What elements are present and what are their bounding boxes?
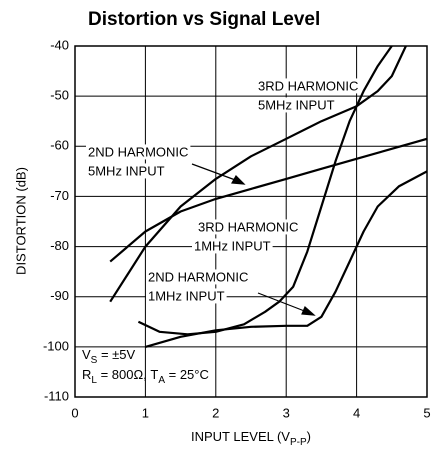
x-tick-label: 5 [423,405,430,420]
y-tick-label: -90 [50,288,69,303]
arrows [191,163,316,316]
condition-part: = ±5V [97,347,135,362]
chart-title: Distortion vs Signal Level [88,9,320,30]
subscript: S [91,355,98,366]
y-tick-label: -60 [50,138,69,153]
label-bg [256,97,337,113]
series-label: 5MHz INPUT [88,163,165,178]
label-bg [192,238,273,254]
condition-part: R [82,367,91,382]
condition: RL = 800Ω, TA = 25°C [82,367,209,385]
arrow [257,292,308,313]
label-bg [146,288,227,304]
subscript: P-P [290,437,307,448]
x-tick-label: 0 [71,405,78,420]
y-tick-label: -110 [44,388,69,403]
series-label: 1MHz INPUT [194,238,271,253]
condition-part: = 25°C [165,367,209,382]
x-tick-label: 3 [283,405,290,420]
arrow [191,163,239,182]
series-line [145,170,427,348]
x-tick-label: 4 [353,405,360,420]
series-label: 2ND HARMONIC [88,144,188,159]
x-tick-label: 1 [142,405,149,420]
label-part: ) [307,429,311,444]
x-axis-label: INPUT LEVEL (VP-P) [191,429,311,447]
series-label: 3RD HARMONIC [258,78,358,93]
label-bg [196,219,301,235]
series-label: 1MHz INPUT [148,288,225,303]
y-tick-label: -70 [50,188,69,203]
y-axis-label: DISTORTION (dB) [13,167,28,275]
condition-part: V [82,347,91,362]
y-tick-label: -80 [50,238,69,253]
y-tick-label: -50 [50,88,69,103]
label-bg [146,269,251,285]
y-tick-label: -100 [43,338,69,353]
label-bg [86,144,191,160]
label-bg [86,163,167,179]
y-tick-label: -40 [50,37,69,52]
series-label: 5MHz INPUT [258,97,335,112]
arrow-head [301,305,316,316]
x-tick-label: 2 [212,405,219,420]
series-line [109,137,427,263]
label-part: INPUT LEVEL (V [191,429,290,444]
subscript: A [158,375,165,386]
condition-part: = 800Ω, T [97,367,158,382]
subscript: L [91,375,97,386]
condition: VS = ±5V [82,347,136,365]
label-bg [256,78,361,94]
series-line [109,46,407,303]
plot-frame [74,45,428,398]
arrow-head [231,175,246,185]
series-label: 2ND HARMONIC [148,269,248,284]
series-label: 3RD HARMONIC [198,219,298,234]
